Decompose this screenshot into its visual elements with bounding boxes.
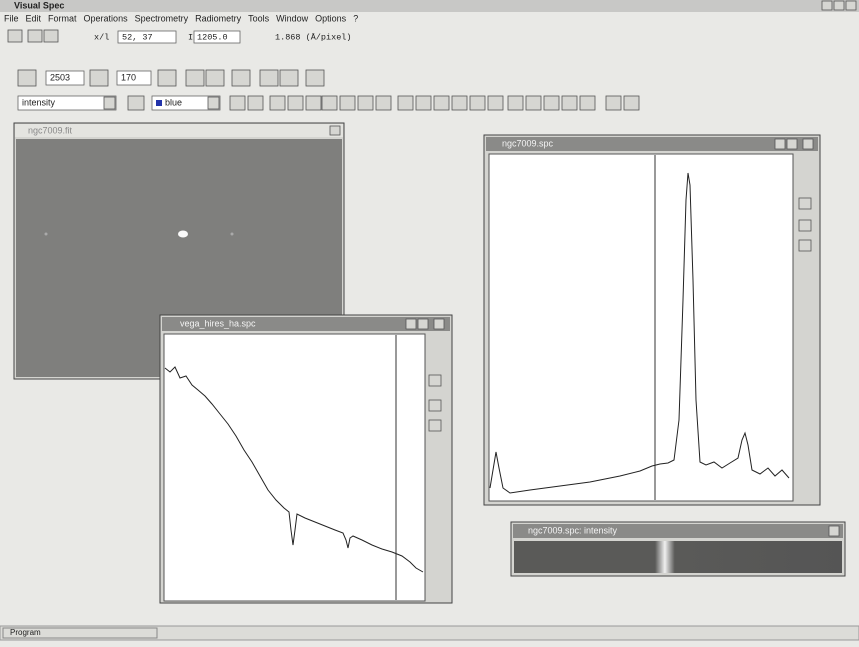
app-title: Visual Spec <box>14 0 64 10</box>
menu-item[interactable]: Radiometry <box>195 13 242 23</box>
tool-button[interactable] <box>416 96 431 110</box>
window-controls[interactable] <box>822 1 856 10</box>
status-text: Program <box>10 628 41 637</box>
window-title: vega_hires_ha.spc <box>180 318 256 328</box>
menu-item[interactable]: File <box>4 13 19 23</box>
field-value: 170 <box>121 72 136 82</box>
tool-button[interactable] <box>508 96 523 110</box>
tool-button[interactable] <box>398 96 413 110</box>
tool-button[interactable] <box>606 96 621 110</box>
side-tools[interactable] <box>799 198 811 251</box>
menu-item[interactable]: ? <box>353 13 358 23</box>
intensity-value: 1205.0 <box>197 32 228 42</box>
side-tools[interactable] <box>429 375 441 431</box>
tool-button[interactable] <box>288 96 303 110</box>
plot-area <box>164 334 425 601</box>
profile-window: ngc7009.spc: intensity <box>511 522 845 576</box>
tool-button[interactable] <box>28 30 42 42</box>
tool-button[interactable] <box>306 70 324 86</box>
menu-item[interactable]: Window <box>276 13 309 23</box>
tool-button[interactable] <box>230 96 245 110</box>
star <box>178 231 188 238</box>
tool-button[interactable] <box>624 96 639 110</box>
tool-button[interactable] <box>248 96 263 110</box>
tool-button[interactable] <box>434 96 449 110</box>
window-title: ngc7009.spc: intensity <box>528 525 618 535</box>
tool-button[interactable] <box>580 96 595 110</box>
tool-button[interactable] <box>488 96 503 110</box>
tool-button[interactable] <box>358 96 373 110</box>
coord-label: x/l <box>94 32 109 42</box>
tool-button[interactable] <box>260 70 278 86</box>
intensity-strip <box>514 541 842 573</box>
window-controls[interactable] <box>775 139 813 149</box>
plot-area <box>489 154 793 501</box>
window-title: ngc7009.spc <box>502 138 554 148</box>
menu-item[interactable]: Spectrometry <box>135 13 189 23</box>
window-controls[interactable] <box>406 319 444 329</box>
dispersion: 1.868 (Å/pixel) <box>275 31 352 42</box>
close-button[interactable] <box>330 126 340 135</box>
menu-item[interactable]: Edit <box>26 13 42 23</box>
tool-button[interactable] <box>306 96 321 110</box>
menu-item[interactable]: Operations <box>84 13 129 23</box>
spectrum-window: ngc7009.spc <box>484 135 820 505</box>
menu-item[interactable]: Format <box>48 13 77 23</box>
toolbar-2: 2503 170 <box>18 70 324 86</box>
tool-button[interactable] <box>206 70 224 86</box>
tool-button[interactable] <box>44 30 58 42</box>
tool-button[interactable] <box>90 70 108 86</box>
tool-button[interactable] <box>270 96 285 110</box>
tool-button[interactable] <box>128 96 144 110</box>
menu-item[interactable]: Options <box>315 13 347 23</box>
title-bar <box>0 0 859 12</box>
menu-bar: File Edit Format Operations Spectrometry Radi… <box>4 13 358 23</box>
tool-button[interactable] <box>280 70 298 86</box>
intensity-label: I <box>188 32 193 42</box>
tool-button[interactable] <box>340 96 355 110</box>
tool-button[interactable] <box>544 96 559 110</box>
tool-button[interactable] <box>18 70 36 86</box>
mode-select-value: intensity <box>22 97 56 107</box>
toolbar-3: intensity blue <box>18 96 639 110</box>
coord-value: 52, 37 <box>122 32 153 42</box>
app-screen: Visual Spec File Edit Format Operations Spec… <box>0 0 859 647</box>
field-value: 2503 <box>50 72 70 82</box>
tool-button[interactable] <box>376 96 391 110</box>
close-button[interactable] <box>829 526 839 536</box>
color-select-value: blue <box>165 97 182 107</box>
spectrum-window: vega_hires_ha.spc <box>160 315 452 603</box>
tool-button[interactable] <box>232 70 250 86</box>
tool-button[interactable] <box>186 70 204 86</box>
tool-button[interactable] <box>526 96 541 110</box>
tool-button[interactable] <box>452 96 467 110</box>
tool-button[interactable] <box>158 70 176 86</box>
tool-button[interactable] <box>322 96 337 110</box>
window-title: ngc7009.fit <box>28 125 73 135</box>
tool-button[interactable] <box>8 30 22 42</box>
tool-button[interactable] <box>562 96 577 110</box>
menu-item[interactable]: Tools <box>248 13 270 23</box>
tool-button[interactable] <box>470 96 485 110</box>
